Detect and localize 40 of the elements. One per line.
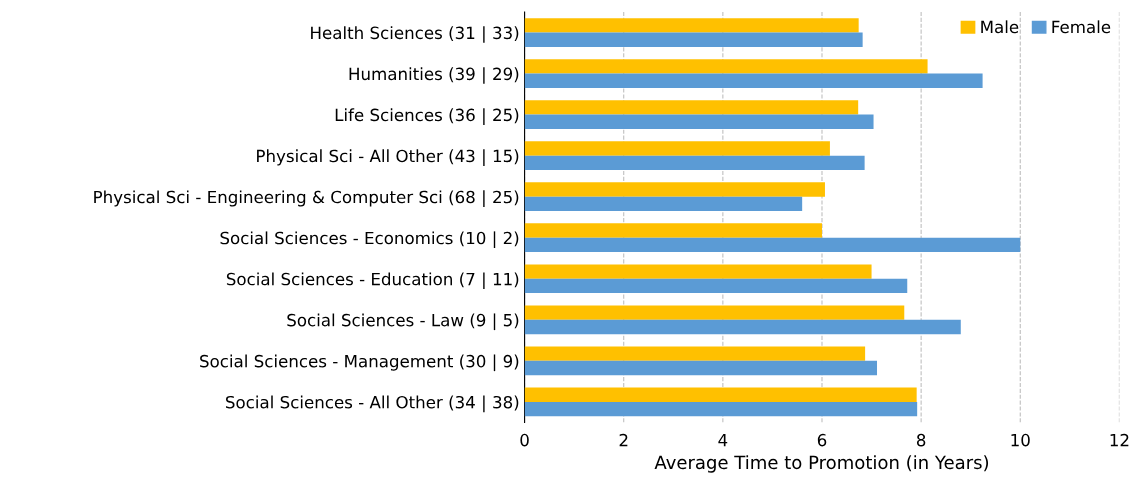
bar	[524, 346, 866, 361]
bar	[524, 196, 803, 212]
y-tick-label: Health Sciences (31 | 33)	[311, 26, 519, 43]
x-tick-label: 6	[817, 433, 827, 447]
x-tick-label: 8	[916, 433, 926, 447]
bar	[524, 305, 905, 320]
bar	[524, 223, 822, 238]
y-tick-label: Social Sciences - Education (7 | 11)	[226, 272, 519, 290]
x-tick-label: 4	[718, 434, 728, 447]
y-tick-label: Social Sciences - All Other (34 | 38)	[225, 395, 519, 413]
x-tick-label: 2	[619, 433, 628, 447]
x-axis-title: Average Time to Promotion (in Years)	[654, 455, 989, 473]
bar	[524, 387, 917, 402]
bar	[524, 264, 872, 279]
y-tick-label: Humanities (39 | 29)	[349, 67, 519, 84]
y-tick-label: Social Sciences - Management (30 | 9)	[200, 354, 519, 372]
legend-label: Male	[981, 20, 1019, 34]
y-tick-label: Physical Sci - All Other (43 | 15)	[257, 149, 519, 166]
bar	[524, 32, 863, 47]
y-tick-label: Physical Sci - Engineering & Computer Sci (68 | 25)	[94, 190, 519, 207]
bar	[524, 18, 859, 33]
bar	[524, 401, 918, 417]
bar	[524, 73, 983, 88]
bar	[524, 114, 874, 129]
bar	[524, 319, 961, 335]
bar	[524, 59, 928, 74]
bar	[524, 155, 865, 170]
legend-label: Female	[1052, 20, 1111, 34]
bar	[524, 100, 859, 115]
y-tick-label: Social Sciences - Economics (10 | 2)	[220, 231, 519, 249]
x-tick-label: 0	[520, 433, 529, 447]
y-tick-label: Life Sciences (36 | 25)	[335, 108, 519, 125]
x-tick-label: 12	[1110, 433, 1129, 447]
x-tick-label: 10	[1011, 433, 1030, 447]
bar	[524, 141, 830, 156]
bar	[524, 278, 908, 294]
bar	[524, 360, 878, 376]
bar	[524, 237, 1021, 253]
y-tick-label: Social Sciences - Law (9 | 5)	[287, 313, 519, 331]
bar	[524, 182, 825, 197]
